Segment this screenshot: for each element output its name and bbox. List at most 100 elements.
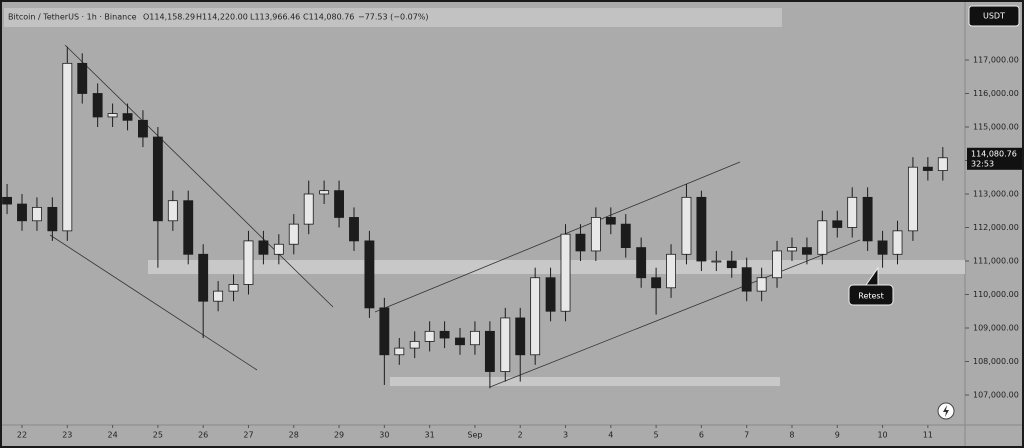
currency-button[interactable] xyxy=(968,5,1020,27)
y-tick-label: 110,000.00 xyxy=(973,290,1019,299)
candle-body xyxy=(530,277,541,356)
support-zone xyxy=(390,377,780,386)
y-tick-label: 108,000.00 xyxy=(973,357,1019,366)
x-tick-label: 2 xyxy=(518,431,523,440)
price-label-box xyxy=(967,147,1022,170)
lightning-glyph xyxy=(943,405,949,417)
candle-body xyxy=(183,200,194,255)
x-tick-label: 7 xyxy=(744,431,749,440)
candle-body xyxy=(484,330,495,372)
candle-body xyxy=(47,206,58,232)
countdown: 32:53 xyxy=(971,159,994,168)
x-tick-label: 25 xyxy=(153,431,163,440)
candle-body xyxy=(847,196,858,228)
x-tick-label: 24 xyxy=(108,431,118,440)
x-tick-label: 11 xyxy=(923,431,933,440)
candle-body xyxy=(802,247,812,255)
candle-body xyxy=(605,217,616,225)
candle-body xyxy=(892,230,903,255)
time-axis xyxy=(2,425,1022,446)
candle-body xyxy=(62,62,73,232)
candle-body xyxy=(258,240,269,255)
x-tick-label: 29 xyxy=(334,431,344,440)
y-tick-label: 116,000.00 xyxy=(973,89,1019,98)
candle-body xyxy=(681,196,692,255)
candle-body xyxy=(787,247,797,252)
x-tick-label: Sep xyxy=(467,431,482,440)
candle-body xyxy=(455,337,465,346)
candle-body xyxy=(288,223,299,245)
x-tick-label: 10 xyxy=(877,431,887,440)
candle-body xyxy=(620,223,631,248)
candle-body xyxy=(922,166,933,171)
candle-body xyxy=(832,220,843,228)
chart-title: Bitcoin / TetherUS · 1h · Binance xyxy=(8,13,137,22)
price-label: 114,080.76 xyxy=(971,149,1017,158)
candle-body xyxy=(817,220,828,255)
candle-body xyxy=(439,330,450,339)
candle-body xyxy=(228,284,239,292)
x-tick-label: 23 xyxy=(62,431,72,440)
candle-body xyxy=(319,190,330,195)
x-tick-label: 31 xyxy=(425,431,435,440)
y-tick-label: 109,000.00 xyxy=(973,323,1019,332)
candle-body xyxy=(545,277,556,312)
x-tick-label: 3 xyxy=(563,431,568,440)
candle-body xyxy=(198,253,209,302)
ohlc-low: L113,966.46 xyxy=(250,13,300,22)
y-tick-label: 112,000.00 xyxy=(973,223,1019,232)
candle-body xyxy=(77,62,88,94)
candle-body xyxy=(741,267,752,292)
candle-body xyxy=(696,196,707,262)
candle-body xyxy=(379,307,390,356)
candle-body xyxy=(349,217,359,242)
ohlc-close: C114,080.76 xyxy=(303,13,354,22)
candle-body xyxy=(424,330,435,342)
candle-body xyxy=(243,240,254,285)
candle-body xyxy=(470,330,480,346)
candle-body xyxy=(877,240,888,255)
candle-body xyxy=(907,166,918,232)
price-axis xyxy=(965,2,1022,425)
x-tick-label: 6 xyxy=(699,431,704,440)
candle-body xyxy=(303,193,314,225)
candle-body xyxy=(273,243,284,255)
candle-body xyxy=(500,317,511,372)
annotation-box xyxy=(848,266,894,306)
ohlc-high: H114,220.00 xyxy=(196,13,248,22)
candle-body xyxy=(560,233,571,312)
candle-body xyxy=(711,260,722,263)
candle-body xyxy=(32,206,42,222)
candle-body xyxy=(590,217,601,252)
y-tick-label: 117,000.00 xyxy=(973,55,1019,64)
candle-body xyxy=(575,233,586,252)
y-tick-label: 115,000.00 xyxy=(973,122,1019,131)
x-tick-label: 8 xyxy=(789,431,794,440)
x-tick-label: 4 xyxy=(608,431,613,440)
candle-body xyxy=(394,347,405,356)
x-tick-label: 27 xyxy=(243,431,253,440)
ohlc-open: O114,158.29 xyxy=(143,13,195,22)
candle-body xyxy=(756,277,767,292)
candle-body xyxy=(334,190,344,218)
x-tick-label: 30 xyxy=(379,431,389,440)
change: −77.53 (−0.07%) xyxy=(358,13,429,22)
y-tick-label: 107,000.00 xyxy=(973,390,1019,399)
x-tick-label: 26 xyxy=(198,431,208,440)
candle-body xyxy=(122,113,133,121)
candle-body xyxy=(364,240,375,309)
candle-body xyxy=(2,196,12,205)
trendline xyxy=(374,161,741,313)
candle-body xyxy=(772,250,782,279)
candle-body xyxy=(213,290,224,302)
candle-body xyxy=(726,260,737,269)
trendline xyxy=(489,239,861,388)
trendlines xyxy=(49,44,861,388)
candle-body xyxy=(409,340,420,349)
candle-body xyxy=(666,253,676,289)
x-tick-label: 5 xyxy=(654,431,659,440)
candle-body xyxy=(937,157,948,171)
header-bar xyxy=(4,8,782,27)
